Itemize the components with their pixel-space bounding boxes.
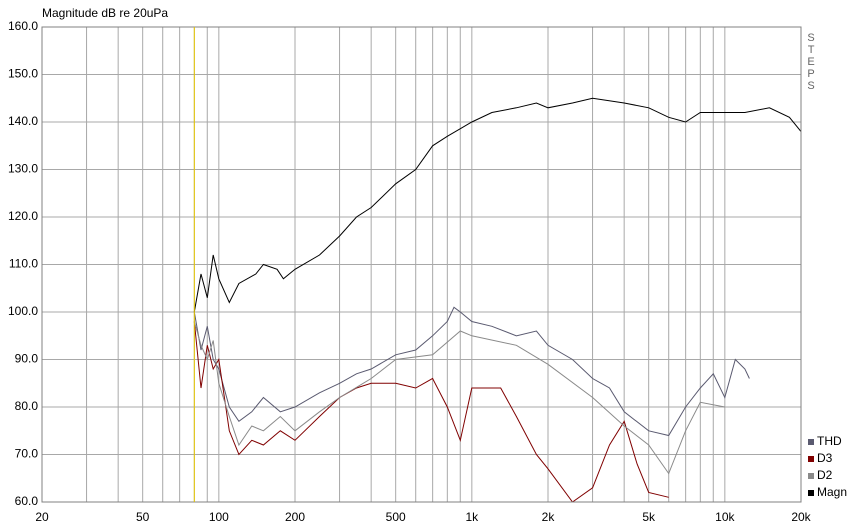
legend-swatch xyxy=(808,439,814,445)
x-tick-label: 5k xyxy=(642,510,656,524)
y-tick-label: 70.0 xyxy=(15,447,39,461)
x-tick-label: 100 xyxy=(209,510,229,524)
y-tick-label: 100.0 xyxy=(8,304,38,318)
legend-swatch xyxy=(808,490,814,496)
y-tick-label: 150.0 xyxy=(8,67,38,81)
series-line xyxy=(193,321,725,475)
x-tick-label: 1k xyxy=(465,510,479,524)
legend-label: D3 xyxy=(817,451,833,465)
plot-area xyxy=(193,97,801,502)
right-label: STEPS xyxy=(805,32,817,92)
legend-label: D2 xyxy=(817,468,833,482)
legend-swatch xyxy=(808,456,814,462)
y-tick-label: 160.0 xyxy=(8,19,38,33)
x-tick-label: 500 xyxy=(386,510,406,524)
x-tick-label: 20k xyxy=(791,510,811,524)
y-tick-label: 140.0 xyxy=(8,114,38,128)
grid xyxy=(41,26,802,503)
series-line xyxy=(193,306,750,437)
y-tick-label: 120.0 xyxy=(8,209,38,223)
y-tick-label: 110.0 xyxy=(9,257,38,271)
x-tick-label: 10k xyxy=(715,510,735,524)
series-line xyxy=(193,97,801,313)
y-tick-label: 60.0 xyxy=(15,494,39,508)
series-line xyxy=(193,321,669,502)
legend-label: THD xyxy=(817,434,842,448)
x-tick-label: 2k xyxy=(542,510,556,524)
x-tick-label: 20 xyxy=(35,510,49,524)
x-tick-label: 50 xyxy=(136,510,150,524)
plot-frame xyxy=(41,26,802,503)
legend-label: Magn xyxy=(817,485,847,499)
y-tick-label: 130.0 xyxy=(8,162,38,176)
chart-title: Magnitude dB re 20uPa xyxy=(42,6,168,20)
x-tick-label: 200 xyxy=(285,510,305,524)
y-tick-label: 90.0 xyxy=(15,352,39,366)
legend-swatch xyxy=(808,473,814,479)
y-tick-label: 80.0 xyxy=(15,399,39,413)
